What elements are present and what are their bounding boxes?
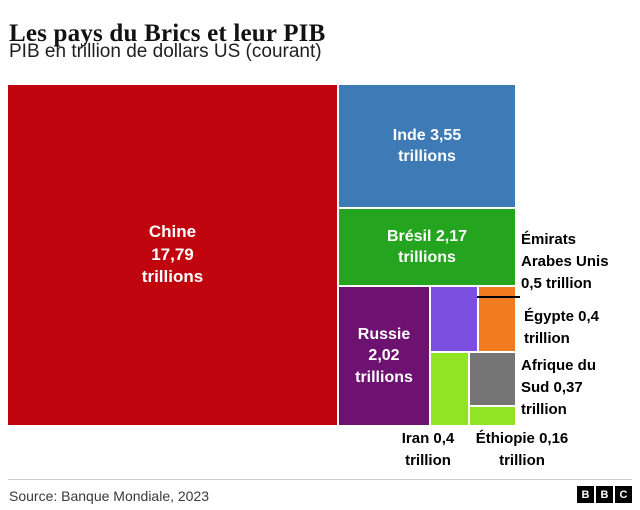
- cell-label-line: Brésil 2,17: [386, 227, 468, 245]
- cell-label-russie: Russie 2,02 trillions: [355, 324, 413, 387]
- bbc-logo: B B C: [577, 486, 632, 503]
- cell-label-chine: Chine 17,79 trillions: [142, 221, 203, 288]
- label-line: Émirats: [521, 231, 577, 248]
- treemap-cell-russie: Russie 2,02 trillions: [339, 287, 429, 425]
- cell-label-line: Chine: [148, 222, 197, 242]
- cell-label-bresil: Brésil 2,17 trillions: [387, 226, 467, 268]
- treemap-cell-bresil: Brésil 2,17 trillions: [339, 209, 515, 285]
- treemap-cell-afrique-du-sud: [470, 353, 515, 405]
- cell-label-line: trillions: [398, 249, 456, 266]
- cell-label-inde: Inde 3,55 trillions: [393, 125, 461, 167]
- treemap-cell-emirats-arabes-unis: [431, 287, 477, 351]
- treemap-chart: Chine 17,79 trillions Inde 3,55 trillion…: [8, 85, 515, 425]
- label-line: trillion: [524, 329, 570, 347]
- label-line: 0,5 trillion: [521, 274, 592, 292]
- cell-label-line: 17,79: [151, 244, 194, 264]
- label-line: Éthiopie 0,16: [475, 430, 569, 447]
- treemap-cell-inde: Inde 3,55 trillions: [339, 85, 515, 207]
- label-afrique-du-sud: Afrique du Sud 0,37 trillion: [521, 355, 633, 420]
- label-iran: Iran 0,4 trillion: [388, 428, 468, 472]
- cell-label-line: trillions: [141, 267, 204, 287]
- cell-label-line: Russie: [357, 326, 411, 344]
- label-line: Iran 0,4: [401, 430, 455, 447]
- footer-divider: [8, 479, 632, 480]
- cell-label-line: trillions: [398, 148, 456, 165]
- label-ethiopie: Éthiopie 0,16 trillion: [468, 428, 576, 472]
- cell-label-line: 2,02: [368, 347, 400, 365]
- cell-label-line: Inde 3,55: [392, 126, 462, 144]
- label-line: Arabes Unis: [521, 252, 609, 270]
- bbc-logo-block-b1: B: [577, 486, 594, 503]
- treemap-cell-chine: Chine 17,79 trillions: [8, 85, 337, 425]
- treemap-cell-iran: [431, 353, 468, 425]
- cell-label-line: trillions: [355, 368, 413, 386]
- label-egypte: Égypte 0,4 trillion: [524, 306, 634, 350]
- label-line: Égypte 0,4: [524, 308, 600, 325]
- source-text: Source: Banque Mondiale, 2023: [9, 488, 210, 504]
- page-subtitle: PIB en trillion de dollars US (courant): [9, 41, 322, 62]
- label-line: trillion: [499, 451, 545, 469]
- bbc-logo-block-b2: B: [596, 486, 613, 503]
- label-line: trillion: [521, 400, 567, 418]
- treemap-cell-ethiopie: [470, 407, 515, 425]
- page-title: Les pays du Brics et leur PIB: [9, 19, 326, 47]
- label-emirats-arabes-unis: Émirats Arabes Unis 0,5 trillion: [521, 229, 633, 294]
- leader-line-emirats: [477, 296, 520, 298]
- bbc-logo-block-c: C: [615, 486, 632, 503]
- label-line: Sud 0,37: [521, 378, 583, 396]
- label-line: Afrique du: [521, 357, 596, 374]
- label-line: trillion: [405, 451, 451, 469]
